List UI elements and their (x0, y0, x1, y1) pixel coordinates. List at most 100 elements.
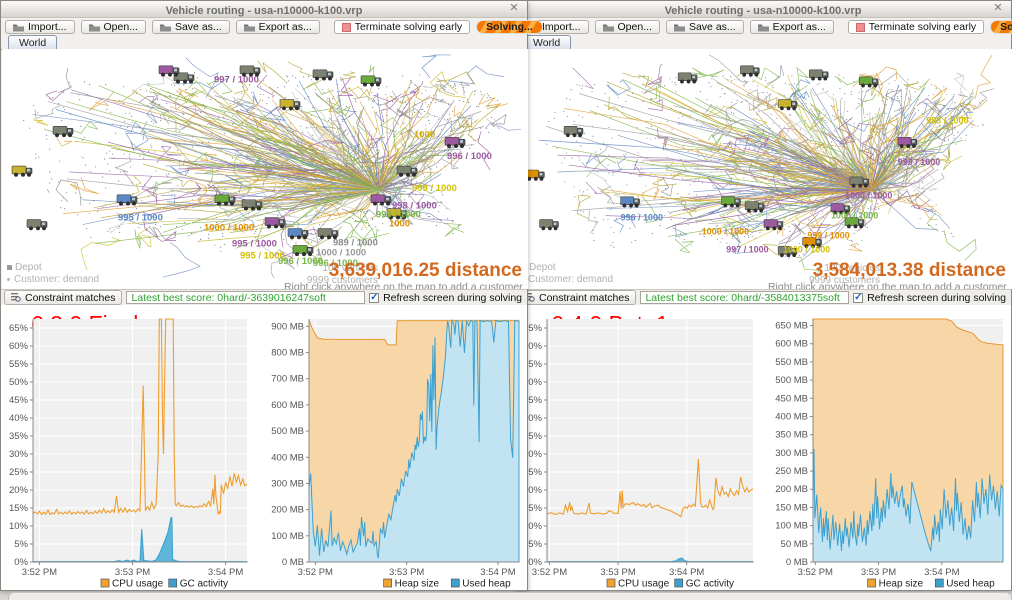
svg-text:40%: 40% (9, 413, 29, 424)
titlebar[interactable]: Vehicle routing - usa-n10000-k100.vrp (1, 1, 527, 18)
folder-icon (757, 24, 769, 31)
svg-text:0%: 0% (528, 557, 542, 568)
svg-text:3:52 PM: 3:52 PM (532, 567, 567, 578)
folder-icon (243, 24, 255, 31)
svg-text:350 MB: 350 MB (775, 430, 808, 441)
save-as-button[interactable]: Save as... (665, 20, 744, 34)
save-as-button[interactable]: Save as... (151, 20, 230, 34)
folder-icon (602, 24, 614, 31)
svg-text:150 MB: 150 MB (775, 502, 808, 513)
distance-value: 3,639,016.25 distance (328, 260, 522, 281)
svg-text:5%: 5% (14, 539, 28, 550)
app-window-right: Vehicle routing - usa-n10000-k100.vrp Im… (514, 0, 1012, 591)
svg-text:100 MB: 100 MB (271, 531, 304, 542)
close-icon[interactable] (507, 1, 521, 16)
import-button[interactable]: Import... (5, 20, 75, 34)
close-icon[interactable] (991, 1, 1005, 16)
truck-icon (239, 65, 261, 77)
toolbar: Import... Open... Save as... Export as..… (515, 18, 1012, 36)
svg-text:998 / 1000: 998 / 1000 (392, 201, 437, 212)
svg-text:500 MB: 500 MB (775, 375, 808, 386)
svg-text:999 / 1000: 999 / 1000 (898, 157, 940, 167)
svg-text:35%: 35% (523, 431, 543, 442)
svg-text:55%: 55% (523, 359, 543, 370)
routing-map[interactable]: 998 / 1000 999 / 1000 1000 / 1000 1000 / 10… (516, 49, 1012, 289)
svg-text:200 MB: 200 MB (271, 505, 304, 516)
svg-text:CPU usage: CPU usage (618, 579, 670, 590)
svg-text:900 MB: 900 MB (271, 321, 304, 332)
app-window-left: Vehicle routing - usa-n10000-k100.vrp Im… (0, 0, 528, 591)
terminate-solving-button[interactable]: Terminate solving early (333, 20, 471, 34)
svg-text:300 MB: 300 MB (271, 478, 304, 489)
svg-text:GC activity: GC activity (686, 579, 734, 590)
svg-text:1000 / 1000: 1000 / 1000 (845, 191, 892, 201)
refresh-checkbox[interactable] (369, 292, 380, 303)
svg-text:10%: 10% (9, 521, 29, 532)
svg-text:600 MB: 600 MB (775, 339, 808, 350)
svg-text:250 MB: 250 MB (775, 466, 808, 477)
background-window-edge[interactable] (8, 592, 1012, 600)
svg-text:998 / 1000: 998 / 1000 (926, 115, 968, 125)
svg-text:60%: 60% (9, 341, 29, 352)
svg-text:999 / 1000: 999 / 1000 (807, 230, 849, 240)
svg-text:1000 / 1000: 1000 / 1000 (316, 247, 366, 258)
map-stats: 100 vehicles 9999 customers (809, 263, 880, 287)
toolbar: Import... Open... Save as... Export as..… (1, 18, 543, 36)
best-score-field: Latest best score: 0hard/-3584013375soft (640, 291, 850, 304)
refresh-checkbox-row: Refresh screen during solving (853, 292, 1008, 304)
truck-icon (897, 136, 918, 148)
map-stats: 100 vehicles 9999 customers (307, 263, 378, 287)
svg-text:450 MB: 450 MB (775, 393, 808, 404)
titlebar[interactable]: Vehicle routing - usa-n10000-k100.vrp (515, 1, 1011, 18)
truck-icon (312, 69, 334, 81)
svg-text:550 MB: 550 MB (775, 357, 808, 368)
heap-chart: 0 MB 100 MB 200 MB 300 MB 400 MB 500 MB 600 MB… (257, 305, 527, 592)
truck-icon (11, 165, 33, 177)
truck-icon (396, 165, 418, 177)
svg-text:1000: 1000 (414, 129, 435, 140)
routing-map[interactable]: 1000 996 / 1000 995 / 1000 1000 / 1000 995 /… (2, 49, 528, 289)
tab-bar: World (515, 34, 1011, 50)
refresh-checkbox[interactable] (853, 292, 864, 303)
truck-icon (279, 99, 301, 111)
constraint-matches-button[interactable]: Constraint matches (4, 290, 123, 305)
export-as-button[interactable]: Export as... (749, 20, 834, 34)
svg-text:995 / 1000: 995 / 1000 (118, 213, 163, 224)
vehicle-count: 100 vehicles (824, 263, 880, 274)
svg-text:0 MB: 0 MB (282, 557, 304, 568)
window-title: Vehicle routing - usa-n10000-k100.vrp (165, 5, 363, 17)
constraint-matches-button[interactable]: Constraint matches (518, 290, 637, 305)
export-as-button[interactable]: Export as... (235, 20, 320, 34)
depot-icon (7, 265, 12, 270)
svg-text:15%: 15% (9, 503, 29, 514)
charts-panel: 6.4.0.Beta1 0%5%10%15%20%25%30%35%40%45%… (515, 305, 1011, 590)
svg-text:40%: 40% (523, 413, 543, 424)
tab-world[interactable]: World (8, 35, 58, 50)
svg-text:55%: 55% (9, 359, 29, 370)
svg-text:3:53 PM: 3:53 PM (600, 567, 635, 578)
svg-text:65%: 65% (9, 323, 29, 334)
open-button[interactable]: Open... (594, 20, 660, 34)
map-canvas: 1000 996 / 1000 995 / 1000 1000 / 1000 995 /… (2, 49, 528, 289)
map-canvas: 998 / 1000 999 / 1000 1000 / 1000 1000 / 10… (516, 49, 1012, 289)
best-score-field: Latest best score: 0hard/-3639016247soft (126, 291, 366, 304)
svg-text:50%: 50% (9, 377, 29, 388)
svg-text:1000 / 1000: 1000 / 1000 (702, 226, 749, 236)
map-hint: Right click anywhere on the map to add a… (283, 281, 525, 289)
svg-text:3:54 PM: 3:54 PM (924, 567, 959, 578)
open-button[interactable]: Open... (80, 20, 146, 34)
terminate-solving-button[interactable]: Terminate solving early (847, 20, 985, 34)
tab-world[interactable]: World (522, 35, 572, 50)
svg-text:996 / 1000: 996 / 1000 (621, 212, 663, 222)
svg-text:25%: 25% (9, 467, 29, 478)
svg-text:60%: 60% (523, 341, 543, 352)
svg-text:Used heap: Used heap (462, 579, 511, 590)
svg-text:997 / 1000: 997 / 1000 (726, 244, 768, 254)
svg-text:3:53 PM: 3:53 PM (861, 567, 896, 578)
svg-text:700 MB: 700 MB (271, 374, 304, 385)
stop-icon (341, 22, 351, 32)
truck-icon (386, 208, 408, 220)
customer-icon (7, 278, 10, 281)
svg-text:20%: 20% (9, 485, 29, 496)
